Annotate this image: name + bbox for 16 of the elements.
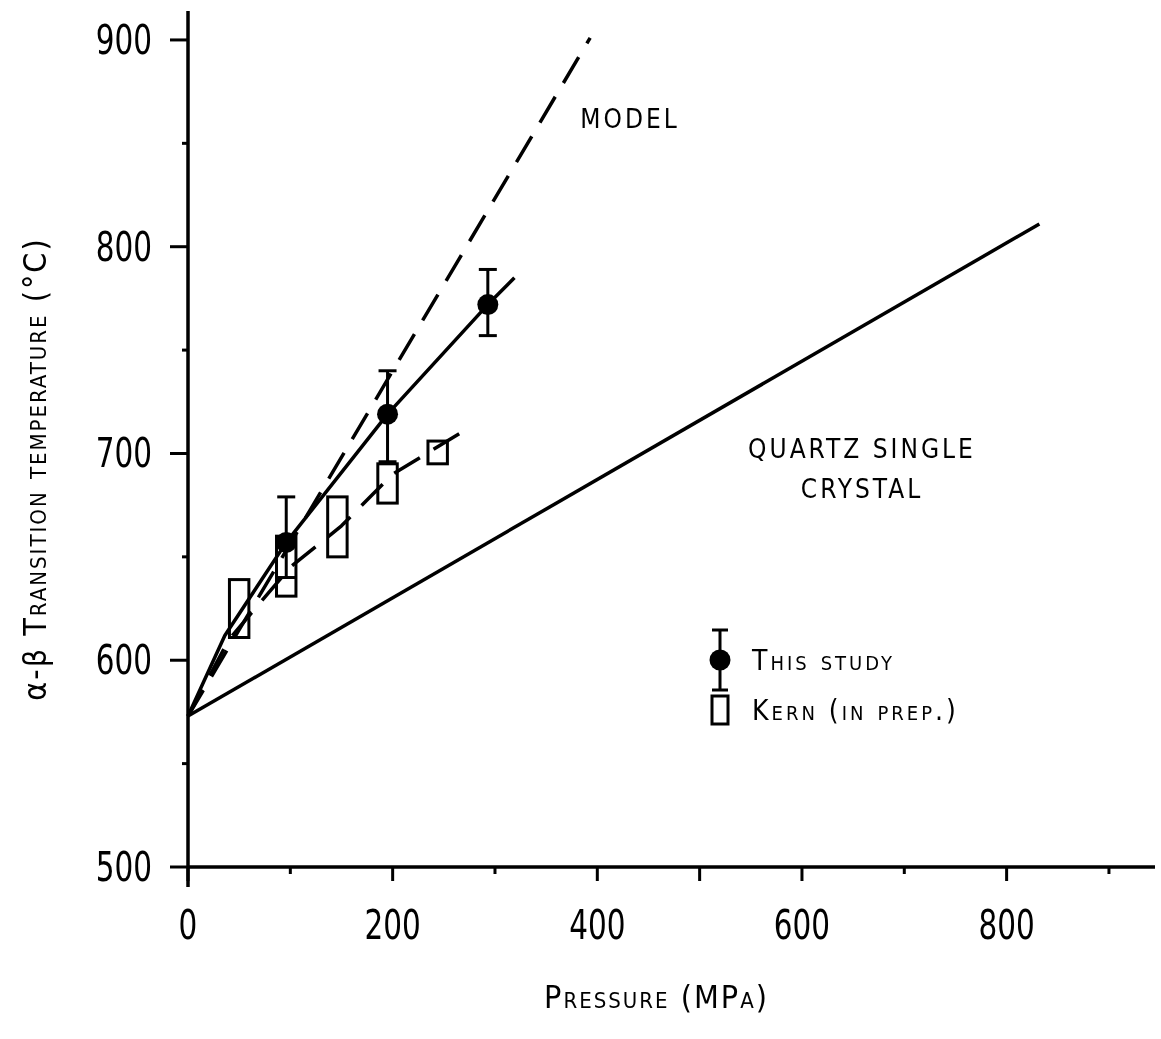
annotation: QUARTZ SINGLE CRYSTAL — [748, 434, 976, 504]
y-tick-label: 900 — [95, 16, 153, 64]
y-tick-label: 800 — [95, 223, 153, 271]
x-tick-label: 200 — [364, 901, 421, 949]
x-tick-label: 800 — [978, 901, 1035, 949]
y-axis-title: α-β Transition temperature (°C) — [16, 237, 54, 701]
legend-label: This study — [751, 644, 895, 677]
x-tick-label: 0 — [178, 901, 198, 949]
x-axis-title: Pressure (MPa) — [544, 978, 769, 1016]
y-tick-label: 700 — [95, 430, 153, 478]
x-tick-label: 400 — [569, 901, 626, 949]
legend-label: Kern (in prep.) — [752, 694, 959, 727]
y-tick-label: 500 — [95, 843, 153, 891]
y-tick-label: 600 — [95, 637, 153, 685]
x-tick-label: 600 — [773, 901, 831, 949]
annotation: MODEL — [580, 104, 680, 134]
